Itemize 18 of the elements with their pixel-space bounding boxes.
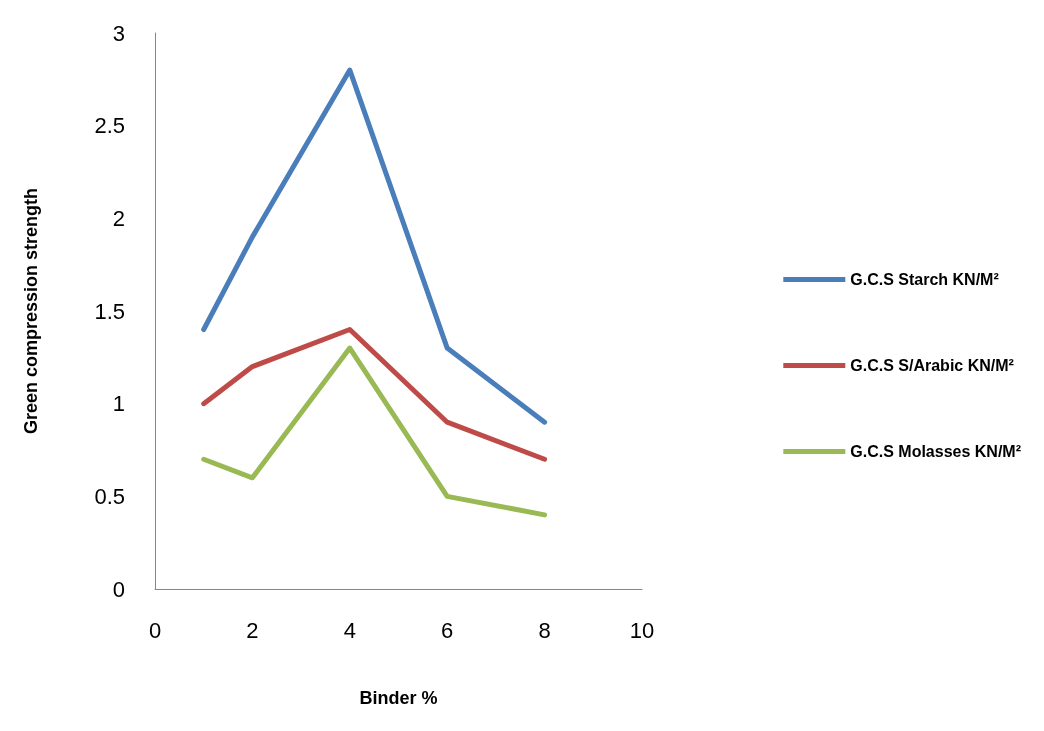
y-tick-label: 3 bbox=[112, 20, 125, 46]
legend-label: G.C.S Molasses KN/M² bbox=[850, 443, 1021, 460]
legend-label: G.C.S S/Arabic KN/M² bbox=[850, 357, 1014, 374]
y-tick-label: 1.5 bbox=[94, 298, 125, 324]
x-tick-label: 4 bbox=[343, 617, 356, 643]
y-tick-label: 0 bbox=[112, 576, 125, 602]
x-axis-title: Binder % bbox=[359, 688, 438, 708]
y-tick-label: 2.5 bbox=[94, 113, 125, 139]
x-tick-label: 10 bbox=[629, 617, 655, 643]
x-tick-label: 0 bbox=[148, 617, 162, 643]
legend-label: G.C.S Starch KN/M² bbox=[850, 271, 999, 288]
y-tick-label: 0.5 bbox=[94, 483, 125, 509]
y-tick-label: 1 bbox=[112, 391, 125, 417]
x-tick-label: 2 bbox=[246, 617, 259, 643]
x-tick-label: 6 bbox=[441, 617, 454, 643]
x-tick-label: 8 bbox=[538, 617, 551, 643]
y-axis-title: Green compression strength bbox=[21, 187, 41, 435]
y-tick-label: 2 bbox=[112, 205, 125, 231]
